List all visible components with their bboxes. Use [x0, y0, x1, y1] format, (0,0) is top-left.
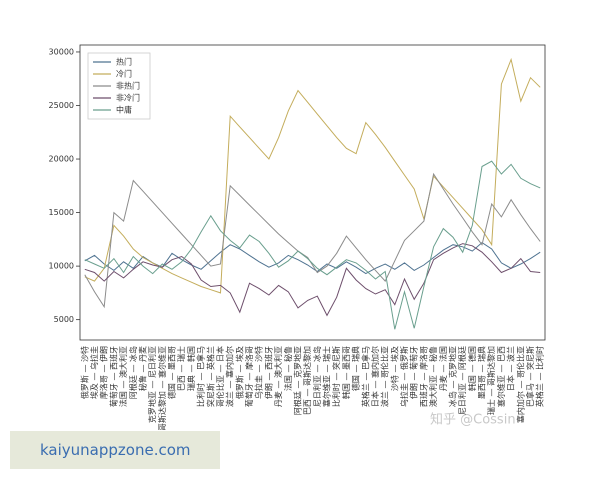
x-tick-label: 西班牙 — 摩洛哥: [418, 346, 428, 407]
y-tick-label: 30000: [49, 47, 74, 56]
y-tick-label: 25000: [49, 101, 74, 110]
x-tick-label: 阿根廷 — 克罗地亚: [292, 346, 302, 415]
x-tick-label: 突尼斯 — 英格兰: [205, 346, 215, 407]
x-tick-label: 冰岛 — 克罗地亚: [447, 346, 457, 407]
x-tick-label: 哥斯达黎加 — 塞尔维亚: [157, 346, 167, 430]
x-tick-label: 日本 — 塞内加尔: [370, 346, 380, 407]
x-tick-label: 尼日利亚 — 冰岛: [312, 346, 322, 407]
x-tick-label: 埃及 — 乌拉圭: [89, 346, 99, 399]
x-tick-label: 丹麦 — 法国: [438, 346, 448, 391]
x-tick-label: 瑞典 — 韩国: [186, 346, 196, 391]
legend-label: 非热门: [116, 81, 140, 91]
chart: 知乎 @Cossin 5000 10000 15000 20000 25000 30000…: [49, 44, 546, 430]
x-tick-label: 塞尔维亚 — 巴西: [496, 346, 506, 407]
x-tick-label: 葡萄牙 — 西班牙: [108, 346, 118, 407]
x-tick-label: 韩国 — 墨西哥: [341, 346, 351, 399]
x-tick-label: 丹麦 — 澳大利亚: [273, 346, 283, 407]
x-tick-label: 乌拉圭 — 俄罗斯: [399, 346, 409, 407]
legend-label: 中庸: [116, 105, 132, 115]
footer-link[interactable]: kaiyunappzone.com: [10, 431, 220, 469]
x-tick-label: 沙特 — 埃及: [389, 346, 399, 391]
y-tick-label: 5000: [54, 315, 74, 324]
y-tick-label: 10000: [49, 262, 74, 271]
x-tick-label: 英格兰 — 巴拿马: [360, 346, 370, 407]
line-series: [84, 57, 541, 294]
x-tick-label: 秘鲁 — 丹麦: [137, 346, 147, 391]
y-tick-label: 15000: [49, 208, 74, 217]
x-tick-label: 俄罗斯 — 沙特: [79, 346, 89, 399]
plot-frame: [79, 44, 546, 341]
y-tick-label: 20000: [49, 155, 74, 164]
x-tick-label: 塞尔维亚 — 瑞士: [322, 346, 332, 407]
x-tick-label: 伊朗 — 西班牙: [263, 346, 273, 399]
watermark: 知乎 @Cossin: [430, 412, 516, 428]
x-tick-label: 比利时 — 突尼斯: [331, 346, 341, 407]
x-tick-label: 波兰 — 哥伦比亚: [380, 346, 390, 407]
line-series: [84, 160, 541, 330]
legend-label: 冷门: [116, 69, 132, 79]
x-tick-label: 俄罗斯 — 埃及: [234, 346, 244, 399]
x-tick-label: 哥伦比亚 — 日本: [215, 346, 225, 407]
x-tick-label: 伊朗 — 葡萄牙: [409, 346, 419, 399]
x-tick-label: 克罗地亚 — 尼日利亚: [147, 346, 157, 423]
x-tick-label: 阿根廷 — 冰岛: [128, 346, 138, 399]
x-tick-label: 英格兰 — 比利时: [535, 346, 545, 407]
x-tick-label: 比利时 — 巴拿马: [196, 346, 206, 407]
line-series: [84, 172, 541, 309]
line-series: [84, 243, 541, 317]
x-tick-label: 塞内加尔 — 哥伦比亚: [515, 346, 525, 423]
x-tick-label: 德国 — 瑞典: [351, 346, 361, 391]
x-tick-label: 尼日利亚 — 阿根廷: [457, 346, 467, 415]
legend-label: 非冷门: [116, 93, 140, 103]
x-tick-label: 波兰 — 塞内加尔: [225, 346, 235, 407]
x-tick-label: 澳大利亚 — 秘鲁: [428, 346, 438, 407]
x-tick-label: 巴西 — 瑞士: [176, 346, 186, 391]
x-tick-label: 葡萄牙 — 摩洛哥: [244, 346, 254, 407]
legend-label: 热门: [116, 57, 132, 67]
x-tick-label: 摩洛哥 — 伊朗: [99, 346, 109, 399]
x-tick-label: 乌拉圭 — 沙特: [254, 346, 264, 399]
x-tick-label: 瑞士 — 哥斯达黎加: [486, 346, 496, 415]
x-tick-label: 法国 — 秘鲁: [283, 346, 293, 391]
x-tick-label: 巴拿马 — 突尼斯: [525, 346, 535, 407]
line-series: [84, 241, 541, 275]
x-tick-label: 巴西 — 哥斯达黎加: [302, 346, 312, 415]
x-tick-label: 德国 — 墨西哥: [167, 346, 177, 399]
x-tick-label: 墨西哥 — 瑞典: [477, 346, 487, 399]
x-tick-label: 韩国 — 德国: [467, 346, 477, 391]
x-tick-label: 法国 — 澳大利亚: [118, 346, 128, 407]
x-tick-label: 日本 — 波兰: [506, 346, 516, 391]
